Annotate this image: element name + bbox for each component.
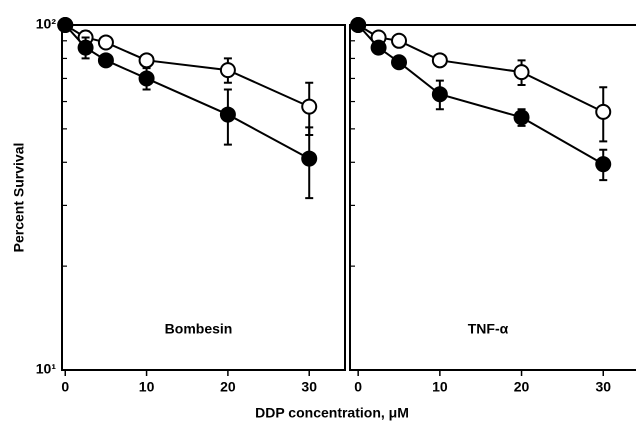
data-point [391,54,408,71]
data-point [513,64,530,81]
x-tick-label: 20 [220,379,236,395]
plot-frame [349,24,636,371]
x-tick-label: 10 [139,379,155,395]
y-axis-label: Percent Survival [11,143,27,253]
y-tick-label: 10¹ [36,361,57,377]
panel-label: Bombesin [165,321,233,337]
data-point [219,106,236,123]
y-tick-label: 10² [36,16,57,32]
data-point [595,156,612,173]
data-point [97,52,114,69]
plot-frame [61,24,346,371]
data-point [57,17,74,33]
x-tick-label: 0 [61,379,69,395]
data-point [301,150,318,167]
data-point [513,109,530,126]
data-point [138,52,155,69]
data-point [301,98,318,115]
data-point [97,34,114,51]
x-tick-label: 0 [354,379,362,395]
data-point [77,39,94,56]
data-point [391,32,408,49]
data-point [431,52,448,69]
x-tick-label: 30 [301,379,317,395]
data-point [138,70,155,87]
x-tick-label: 30 [595,379,611,395]
data-point [219,62,236,79]
x-axis-label: DDP concentration, μM [255,405,409,421]
data-point [350,17,367,33]
data-point [595,103,612,120]
data-point [370,39,387,56]
data-point [431,86,448,103]
x-tick-label: 10 [432,379,448,395]
x-tick-label: 20 [514,379,530,395]
panel-label: TNF-α [468,321,509,337]
